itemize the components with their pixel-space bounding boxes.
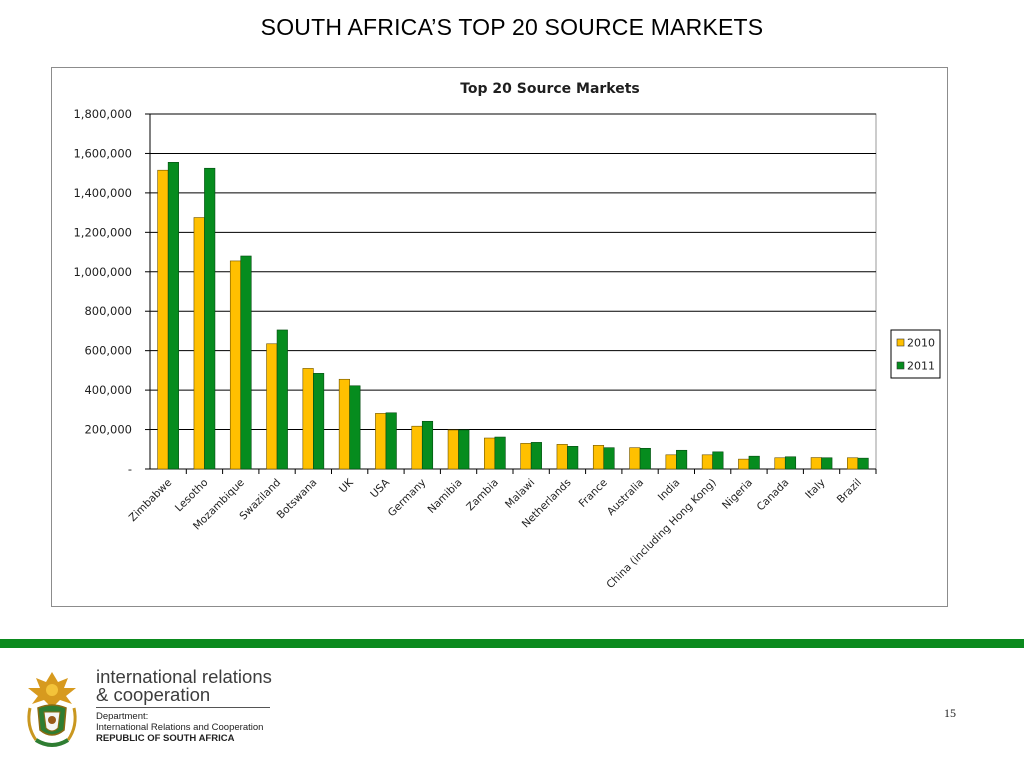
bar-2010-zambia (484, 437, 496, 470)
x-tick-label: Zimbabwe (127, 477, 174, 524)
legend-box (890, 329, 941, 379)
bar-2010-brazil (847, 457, 859, 470)
bar-2011-brazil (857, 457, 869, 470)
x-tick-label: Namibia (425, 477, 464, 516)
department-logotype: international relations & cooperation (96, 666, 272, 705)
bar-2010-zimbabwe (157, 169, 169, 470)
bar-2011-italy (821, 457, 833, 470)
bar-2010-uk (338, 378, 350, 470)
bar-2011-lesotho (204, 167, 216, 470)
chart-frame: Top 20 Source Markets - 200,000 400,000 600,… (51, 67, 948, 607)
footer-accent-bar (0, 639, 1024, 648)
x-tick-label: Italy (803, 477, 828, 502)
coat-of-arms-logo (27, 672, 77, 747)
x-tick-label: India (656, 477, 683, 504)
bar-2011-mozambique (240, 255, 252, 470)
legend-swatch-2011 (896, 361, 905, 370)
bar-2010-italy (810, 457, 822, 470)
bar-2010-nigeria (738, 458, 750, 470)
bar-2010-netherlands (556, 444, 568, 470)
dept-name-line1: international relations (96, 666, 272, 687)
bar-2010-france (592, 445, 605, 470)
bar-2010-australia (629, 447, 641, 470)
page-number: 15 (944, 706, 956, 720)
y-tick-label: 400,000 (84, 383, 132, 397)
y-tick-label: 1,600,000 (73, 146, 132, 160)
dept-sub-line3: REPUBLIC OF SOUTH AFRICA (96, 733, 235, 744)
bar-2010-china-including-hong-kong- (701, 454, 713, 470)
x-tick-label: Brazil (835, 477, 864, 506)
bar-2010-usa (375, 413, 387, 470)
legend-label-2011: 2011 (907, 360, 935, 373)
x-tick-label: Nigeria (720, 477, 755, 512)
legend-label-2010: 2010 (907, 337, 935, 350)
bar-2010-mozambique (229, 260, 242, 470)
slide-title: SOUTH AFRICA’S TOP 20 SOURCE MARKETS (260, 14, 764, 40)
x-tick-label: Germany (386, 477, 429, 520)
bar-2010-lesotho (193, 217, 205, 470)
bar-chart: Top 20 Source Markets - 200,000 400,000 600,… (73, 81, 941, 591)
dept-divider (96, 707, 270, 708)
x-tick-label: Australia (605, 477, 646, 518)
y-tick-label: 600,000 (84, 344, 132, 358)
bar-2010-malawi (520, 443, 532, 470)
chart-title: Top 20 Source Markets (460, 81, 640, 97)
department-subtitle: Department: International Relations and … (96, 711, 263, 744)
bar-2011-namibia (458, 429, 470, 470)
x-tick-label: Malawi (503, 477, 537, 511)
y-tick-label: - (128, 462, 132, 476)
bar-2011-zambia (494, 436, 506, 470)
legend-swatch-2010 (896, 338, 905, 347)
dept-sub-line1: Department: (96, 711, 149, 722)
bar-2011-botswana (313, 373, 325, 470)
x-tick-label: UK (337, 476, 357, 496)
y-tick-label: 200,000 (84, 423, 132, 437)
bar-2011-china-including-hong-kong- (712, 451, 724, 470)
bar-2011-india (676, 449, 688, 470)
bar-2010-swaziland (266, 343, 278, 470)
bar-2010-india (665, 454, 677, 470)
dept-name-line2: & cooperation (96, 684, 211, 705)
bar-2011-uk (349, 385, 361, 470)
bar-2011-malawi (530, 442, 542, 470)
bar-2011-swaziland (276, 329, 288, 470)
bar-2011-canada (784, 456, 797, 470)
bar-2011-usa (385, 412, 397, 470)
x-tick-label: Canada (755, 477, 792, 514)
bar-2011-australia (639, 447, 651, 470)
x-tick-label: USA (368, 476, 392, 500)
bar-2011-netherlands (567, 446, 579, 470)
x-tick-label: Lesotho (173, 477, 211, 515)
bar-2011-france (603, 447, 615, 470)
y-tick-label: 1,400,000 (73, 186, 132, 200)
bar-2011-germany (421, 420, 434, 470)
bar-2010-namibia (447, 429, 459, 470)
x-tick-label: France (577, 477, 610, 510)
dept-sub-line2: International Relations and Cooperation (96, 722, 264, 733)
bar-2011-zimbabwe (167, 162, 179, 470)
bar-2010-canada (774, 457, 786, 470)
y-tick-label: 800,000 (84, 304, 132, 318)
bar-2010-botswana (302, 368, 314, 470)
bar-2010-germany (411, 425, 423, 470)
y-tick-label: 1,800,000 (73, 107, 132, 121)
y-tick-label: 1,000,000 (73, 265, 132, 279)
plot-area-border (149, 113, 877, 470)
y-tick-label: 1,200,000 (73, 225, 132, 239)
x-tick-label: Zambia (464, 477, 501, 514)
bar-2011-nigeria (748, 455, 760, 470)
